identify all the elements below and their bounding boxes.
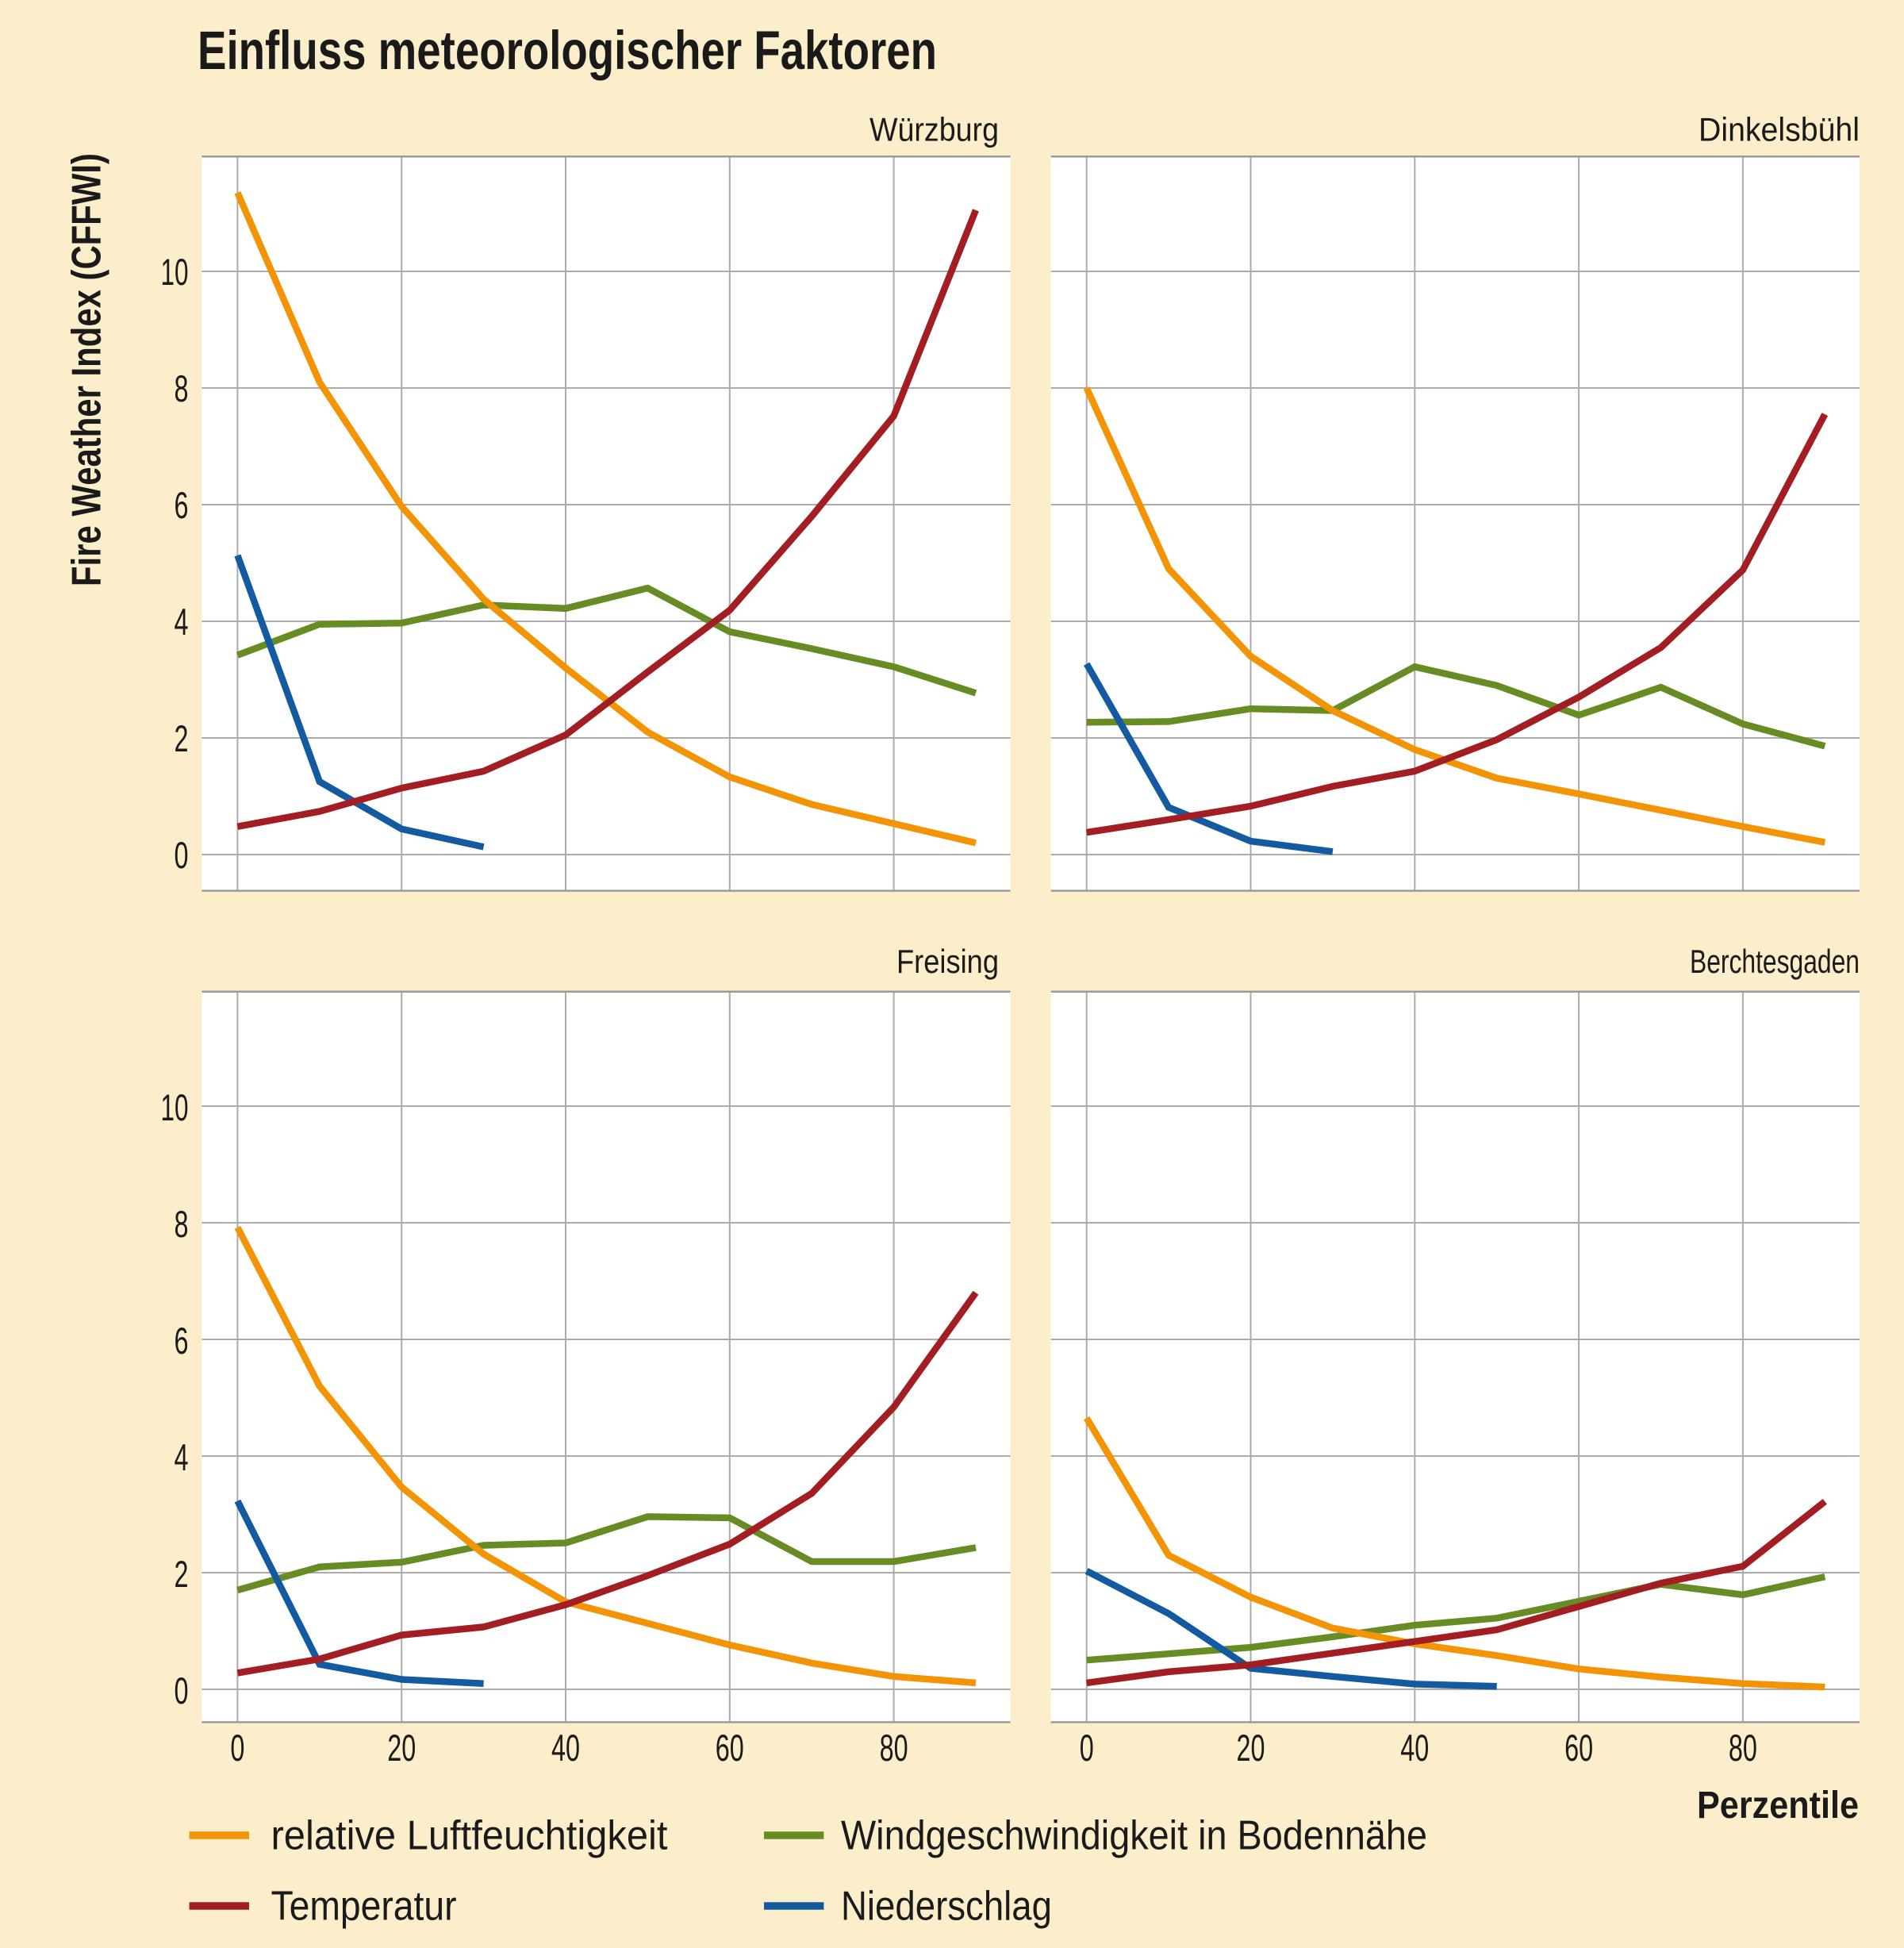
svg-text:Freising: Freising — [896, 943, 999, 980]
svg-text:0: 0 — [175, 1669, 189, 1712]
svg-text:Temperatur: Temperatur — [271, 1884, 457, 1930]
svg-text:Windgeschwindigkeit in Bodennä: Windgeschwindigkeit in Bodennähe — [841, 1813, 1427, 1859]
svg-text:2: 2 — [175, 1553, 189, 1595]
svg-text:4: 4 — [175, 1436, 189, 1478]
svg-text:40: 40 — [1400, 1727, 1429, 1769]
svg-text:2: 2 — [175, 717, 189, 759]
svg-text:Dinkelsbühl: Dinkelsbühl — [1699, 110, 1860, 148]
svg-text:Fire Weather Index (CFFWI): Fire Weather Index (CFFWI) — [64, 153, 110, 586]
svg-text:Würzburg: Würzburg — [869, 110, 999, 148]
svg-text:6: 6 — [175, 484, 189, 526]
svg-text:20: 20 — [387, 1727, 416, 1769]
svg-text:4: 4 — [175, 601, 189, 643]
svg-text:0: 0 — [175, 834, 189, 876]
svg-text:Einfluss meteorologischer Fakt: Einfluss meteorologischer Faktoren — [198, 20, 937, 81]
svg-text:10: 10 — [161, 251, 189, 293]
svg-text:0: 0 — [1080, 1727, 1094, 1769]
svg-text:20: 20 — [1237, 1727, 1265, 1769]
svg-text:0: 0 — [230, 1727, 244, 1769]
svg-text:relative Luftfeuchtigkeit: relative Luftfeuchtigkeit — [271, 1813, 669, 1859]
svg-text:Perzentile: Perzentile — [1697, 1785, 1859, 1827]
svg-text:6: 6 — [175, 1320, 189, 1362]
svg-text:60: 60 — [716, 1727, 744, 1769]
svg-text:8: 8 — [175, 367, 189, 409]
svg-text:40: 40 — [551, 1727, 580, 1769]
svg-text:80: 80 — [880, 1727, 908, 1769]
svg-text:8: 8 — [175, 1203, 189, 1245]
svg-text:60: 60 — [1564, 1727, 1593, 1769]
svg-text:10: 10 — [161, 1086, 189, 1128]
svg-text:Berchtesgaden: Berchtesgaden — [1690, 943, 1860, 980]
svg-text:Niederschlag: Niederschlag — [841, 1884, 1052, 1930]
svg-text:80: 80 — [1729, 1727, 1757, 1769]
